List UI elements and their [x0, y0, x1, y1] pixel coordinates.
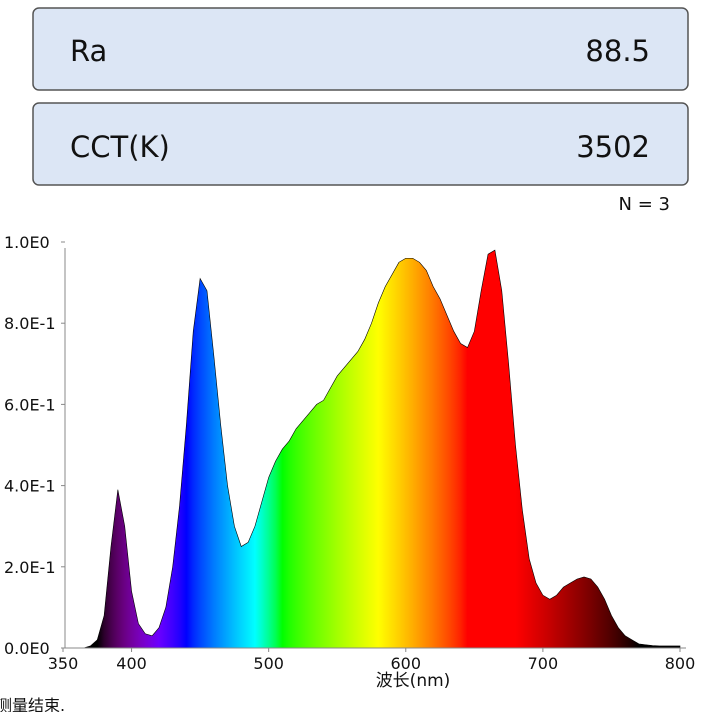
y-tick-label: 6.0E-1 — [4, 395, 56, 414]
x-tick-label: 400 — [116, 654, 147, 673]
count-label: N = 3 — [619, 194, 670, 215]
y-tick-label: 4.0E-1 — [4, 477, 56, 496]
y-tick-label: 8.0E-1 — [4, 314, 56, 333]
x-tick-label: 800 — [665, 654, 696, 673]
x-tick-label: 700 — [528, 654, 559, 673]
x-tick-label: 600 — [391, 654, 422, 673]
x-tick-label: 350 — [48, 654, 79, 673]
spectrum-area — [76, 249, 681, 649]
plot: 0.0E0 2.0E-1 4.0E-1 6.0E-1 8.0E-1 1.0E0 350 400… — [4, 233, 695, 673]
y-tick-label: 1.0E0 — [4, 233, 50, 252]
panel-value: 3502 — [576, 130, 650, 164]
y-tick-label: 2.0E-1 — [4, 558, 56, 577]
cct-panel — [32, 102, 689, 186]
y-tick-label: 0.0E0 — [4, 639, 50, 658]
panel-value: 88.5 — [585, 34, 650, 68]
panel-label: Ra — [70, 34, 107, 68]
x-tick-label: 500 — [253, 654, 284, 673]
x-axis-label: 波长(nm) — [376, 671, 451, 691]
panel-label: CCT(K) — [70, 130, 170, 164]
ra-panel — [32, 7, 689, 91]
status: 测量结束. — [0, 696, 65, 712]
